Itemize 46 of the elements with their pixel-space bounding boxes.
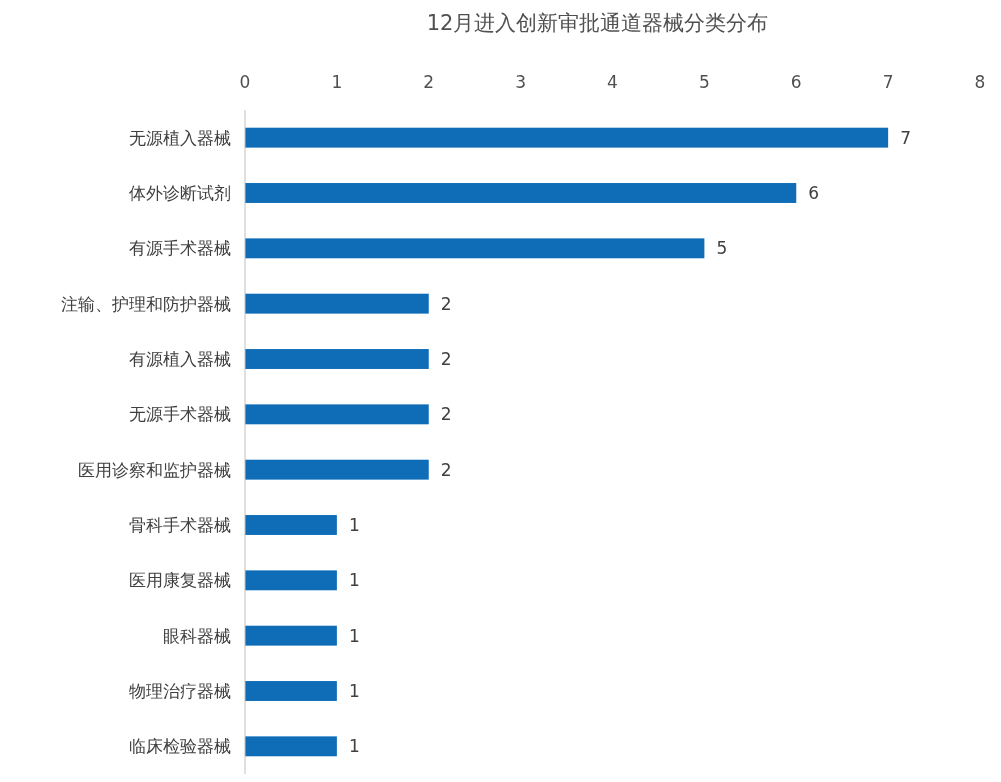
x-tick-label: 5	[698, 72, 710, 92]
data-label: 1	[348, 736, 360, 757]
y-tick-label: 物理治疗器械	[129, 681, 231, 701]
data-label: 2	[440, 349, 452, 369]
bar	[245, 681, 337, 701]
bar	[245, 293, 429, 314]
y-tick-label: 有源植入器械	[129, 349, 231, 369]
x-tick-label: 4	[607, 72, 618, 92]
bar	[245, 349, 429, 369]
bar	[245, 570, 337, 591]
y-tick-label: 无源手术器械	[129, 404, 231, 425]
bar	[245, 127, 889, 148]
y-tick-label: 体外诊断试剂	[129, 183, 231, 203]
y-tick-label: 有源手术器械	[129, 238, 231, 259]
data-label: 2	[440, 293, 452, 314]
data-label: 1	[348, 625, 360, 646]
data-label: 1	[348, 681, 360, 701]
bar	[245, 459, 429, 480]
data-label: 6	[808, 183, 820, 203]
data-label: 1	[348, 570, 360, 591]
data-label: 2	[440, 459, 452, 480]
x-tick-label: 6	[790, 72, 802, 92]
y-tick-label: 医用康复器械	[129, 570, 231, 591]
y-tick-label: 临床检验器械	[129, 736, 231, 757]
bar	[245, 404, 429, 425]
data-label: 2	[440, 404, 452, 425]
y-tick-label: 骨科手术器械	[129, 515, 231, 535]
x-tick-label: 7	[882, 72, 894, 92]
x-tick-label: 3	[515, 72, 527, 92]
bar	[245, 515, 337, 535]
x-tick-label: 0	[239, 72, 251, 92]
y-tick-label: 医用诊察和监护器械	[78, 459, 231, 480]
x-tick-label: 1	[331, 72, 343, 92]
x-tick-label: 8	[974, 72, 986, 92]
bar	[245, 238, 705, 259]
data-label: 7	[900, 127, 911, 148]
y-tick-label: 眼科器械	[163, 625, 231, 646]
y-tick-label: 无源植入器械	[129, 127, 231, 148]
y-tick-label: 注输、护理和防护器械	[61, 293, 231, 314]
chart-title: 12月进入创新审批通道器械分类分布	[426, 11, 769, 35]
bar	[245, 736, 337, 757]
bar	[245, 625, 337, 646]
data-label: 1	[348, 515, 360, 535]
x-tick-label: 2	[423, 72, 435, 92]
bar	[245, 183, 797, 203]
data-label: 5	[716, 238, 728, 259]
